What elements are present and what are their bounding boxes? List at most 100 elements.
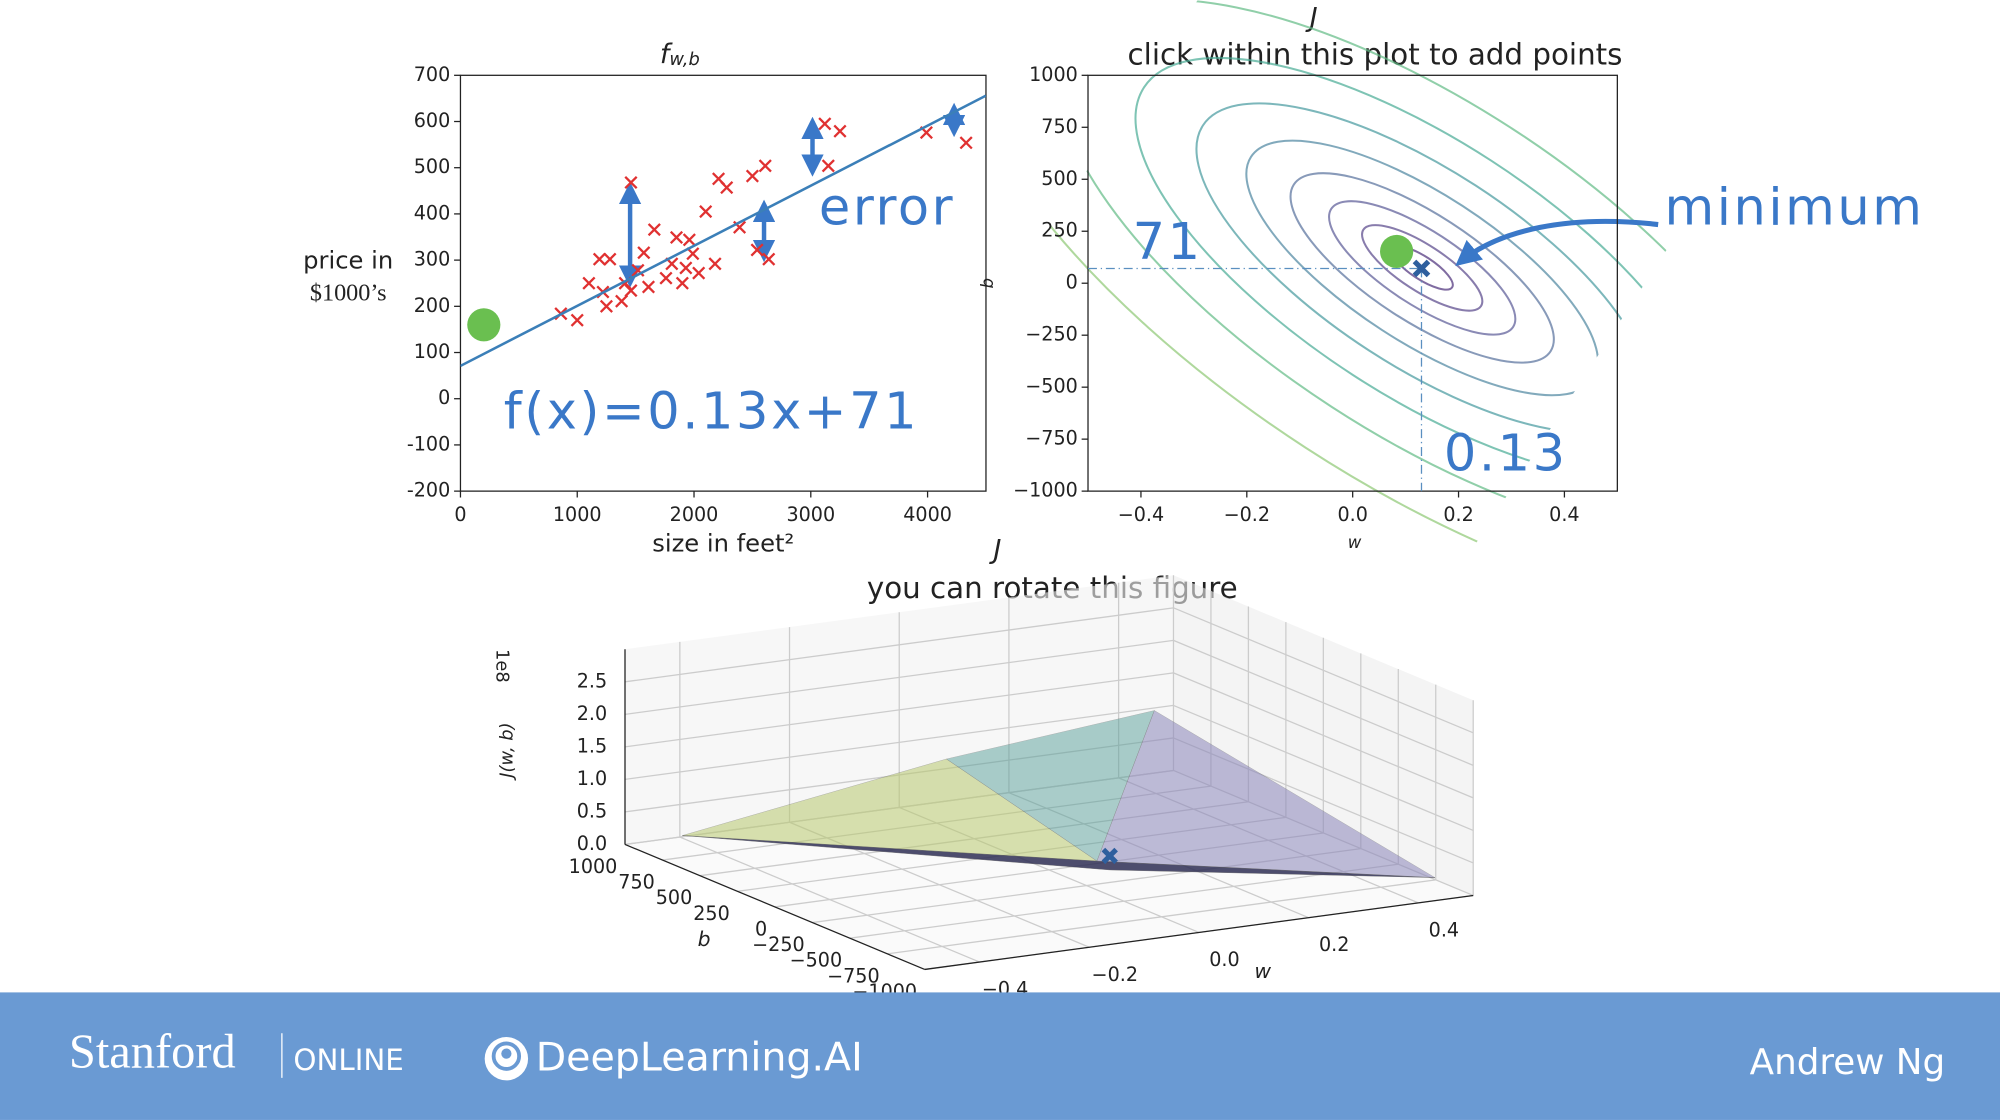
z-axis-label: J(w, b) [497, 722, 518, 780]
z-tick-label: 1.5 [577, 734, 607, 757]
x-marker [675, 276, 689, 290]
y-tick-label: 750 [1041, 115, 1078, 138]
y-tick-label: 500 [1041, 167, 1078, 190]
x-marker [833, 124, 847, 138]
x-marker [659, 271, 673, 285]
x-axis-label: w [1254, 959, 1271, 983]
z-tick-label: 1.0 [577, 767, 607, 790]
x-tick-label: 0 [454, 503, 466, 526]
x-axis [924, 894, 1474, 971]
partner-logo [484, 1037, 529, 1081]
x-marker [720, 181, 734, 195]
y-tick-label: -200 [407, 479, 450, 502]
x-marker [669, 230, 684, 245]
x-tick-label: −0.2 [1092, 963, 1138, 986]
x-marker [708, 257, 722, 271]
y-tick-label: 100 [414, 340, 451, 363]
y-tick-label: 500 [656, 886, 693, 909]
y-tick-label: 600 [414, 109, 451, 132]
error-arrows [618, 102, 966, 288]
y-tick-label: 1000 [569, 855, 618, 878]
x-marker [699, 205, 713, 219]
x-tick-label: 4000 [903, 503, 952, 526]
partner: DeepLearning.AI [536, 1035, 863, 1081]
x-marker [637, 246, 651, 260]
title-sub: w,b [669, 49, 699, 70]
x-marker [818, 117, 832, 131]
x-marker [679, 261, 693, 275]
x-marker [758, 159, 772, 173]
fit-line [460, 94, 986, 368]
y-axis-label: b [698, 927, 711, 951]
x-marker [599, 299, 613, 313]
surface-facet [1096, 710, 1436, 878]
grid-line [624, 704, 1174, 781]
x-tick-label: −0.4 [1118, 503, 1164, 526]
x-marker [959, 136, 973, 150]
y-axis [624, 843, 925, 971]
y-tick-label: −750 [827, 964, 880, 987]
grid-line [887, 879, 1436, 955]
annotation: minimum [1665, 179, 1925, 238]
x-marker [592, 252, 606, 266]
z-tick-label: 0.0 [577, 832, 607, 855]
y-tick-label: −750 [1025, 427, 1078, 450]
x-marker [570, 313, 584, 327]
offset-text: 1e8 [491, 649, 512, 683]
grid-line [1173, 607, 1474, 734]
x-marker [1412, 259, 1431, 278]
x-tick-label: 1000 [553, 503, 602, 526]
grid-line [1173, 704, 1474, 831]
x-tick-label: 0.0 [1337, 503, 1367, 526]
x-marker [750, 243, 764, 257]
plot-frame [1087, 74, 1618, 492]
y-tick-label: −250 [1025, 323, 1078, 346]
grid-line [624, 607, 1174, 683]
grid-line [849, 863, 1399, 939]
y-tick-label: −500 [1025, 375, 1078, 398]
x-marker [624, 175, 638, 190]
y-axis-label: $1000’s [310, 279, 387, 306]
y-tick-label: 300 [414, 248, 451, 271]
x-marker [686, 247, 700, 261]
x-marker [582, 276, 596, 290]
x-tick-label: 0.4 [1429, 918, 1459, 941]
x-tick-label: 0.2 [1319, 933, 1349, 956]
x-marker [603, 252, 617, 266]
selected-point[interactable] [1380, 234, 1414, 268]
x-marker [682, 233, 696, 247]
grid-line [624, 639, 1174, 715]
brand-sub: ONLINE [293, 1043, 403, 1077]
selected-point[interactable] [467, 308, 501, 342]
author: Andrew Ng [1750, 1042, 1946, 1083]
annotation-arrow [1455, 218, 1659, 267]
x-tick-label: 0.2 [1443, 503, 1473, 526]
y-tick-label: 500 [414, 155, 451, 178]
x-marker [762, 252, 776, 266]
x-marker [631, 263, 645, 277]
brand: Stanford [69, 1025, 236, 1078]
footer-bar [0, 992, 2000, 1120]
y-tick-label: 1000 [1029, 63, 1078, 86]
y-tick-label: 750 [618, 871, 655, 894]
x-axis-label: w [1348, 533, 1362, 552]
grid-line [624, 672, 1174, 748]
x-marker [624, 284, 638, 298]
y-axis-label: price in [303, 247, 393, 275]
x-tick-label: 0.4 [1549, 503, 1579, 526]
x-marker [745, 169, 759, 183]
annotation: 0.13 [1444, 425, 1568, 484]
y-tick-label: 700 [414, 63, 451, 86]
x-tick-label: 3000 [786, 503, 835, 526]
x-marker [692, 266, 706, 280]
y-tick-label: 250 [1041, 219, 1078, 242]
surface-plot: −0.4−0.20.00.20.410007505002500−250−500−… [569, 575, 1474, 1003]
x-tick-label: −0.2 [1224, 503, 1270, 526]
x-marker [615, 294, 629, 308]
y-tick-label: 250 [693, 902, 730, 925]
x-marker [641, 280, 656, 294]
y-tick-label: 200 [414, 294, 451, 317]
y-tick-label: 0 [438, 386, 450, 409]
x-tick-label: 0.0 [1209, 948, 1239, 971]
